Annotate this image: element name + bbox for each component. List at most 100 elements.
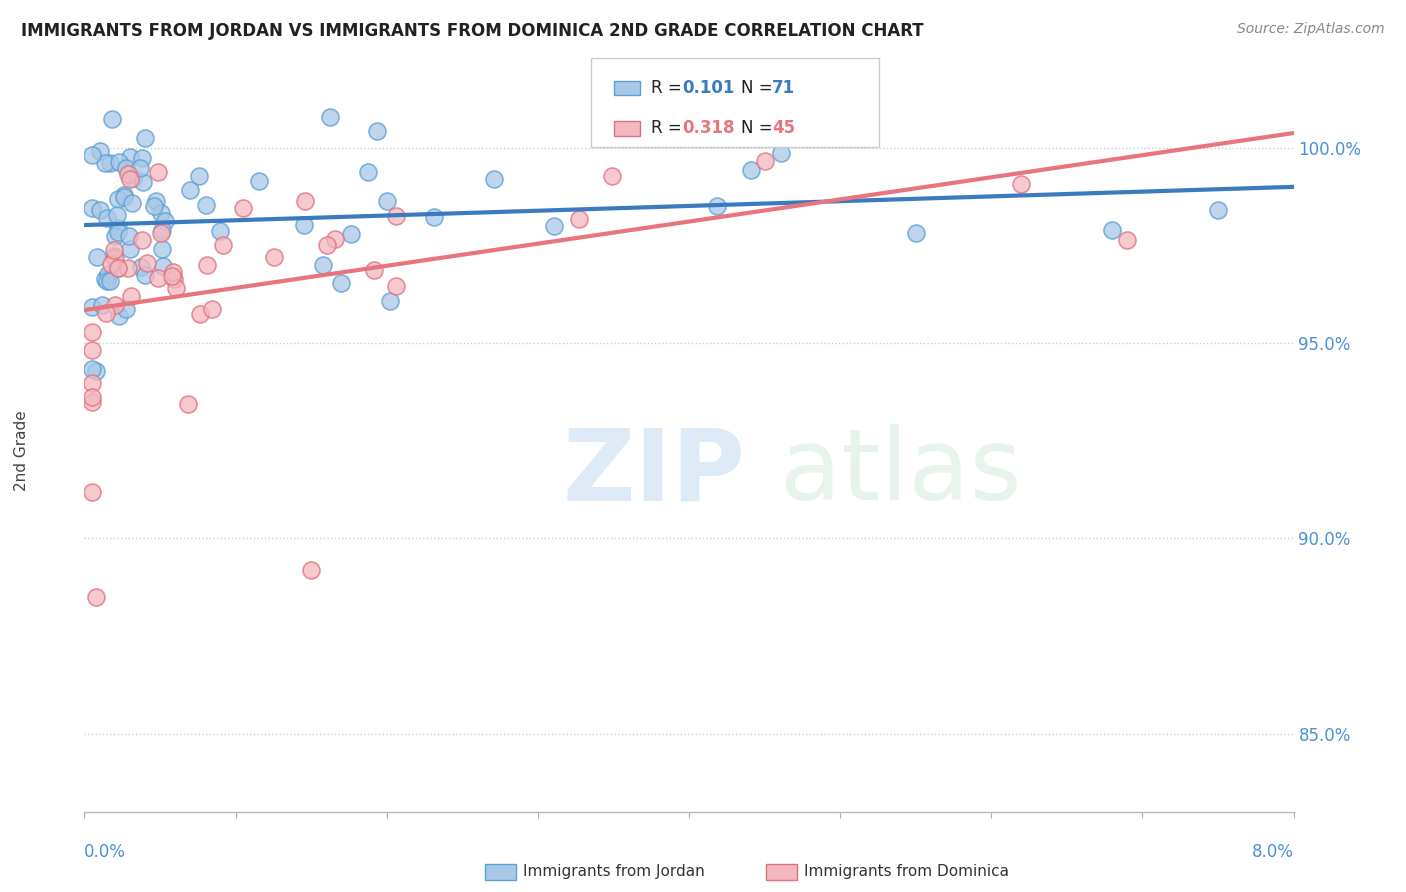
Text: ZIP: ZIP bbox=[562, 425, 745, 521]
Point bbox=[115, 302, 138, 317]
Point bbox=[294, 218, 316, 232]
Point bbox=[107, 220, 129, 235]
Point bbox=[96, 274, 118, 288]
Text: 0.0%: 0.0% bbox=[84, 843, 127, 861]
Point bbox=[904, 226, 927, 240]
Point bbox=[363, 263, 385, 277]
Text: N =: N = bbox=[741, 79, 778, 97]
Point bbox=[195, 198, 218, 212]
Point bbox=[82, 362, 104, 376]
Point bbox=[740, 163, 762, 178]
Point bbox=[319, 110, 342, 124]
Point bbox=[162, 264, 184, 278]
Point bbox=[201, 302, 224, 317]
Point bbox=[90, 298, 112, 312]
Point bbox=[706, 199, 728, 213]
Point bbox=[80, 391, 103, 405]
Point bbox=[107, 154, 129, 169]
Point bbox=[375, 194, 398, 208]
Point bbox=[134, 131, 156, 145]
Point bbox=[378, 294, 401, 309]
Point bbox=[132, 175, 155, 189]
Point bbox=[165, 281, 187, 295]
Point bbox=[93, 272, 115, 286]
Point bbox=[104, 251, 127, 265]
Point bbox=[195, 258, 218, 272]
Point bbox=[96, 211, 118, 226]
Point bbox=[84, 590, 107, 604]
Point bbox=[117, 167, 139, 181]
Point bbox=[162, 271, 184, 285]
Point bbox=[212, 238, 235, 252]
Point bbox=[118, 229, 141, 244]
Point bbox=[385, 210, 408, 224]
Point bbox=[150, 206, 173, 220]
Point bbox=[134, 268, 156, 282]
Point bbox=[131, 233, 153, 247]
Point bbox=[104, 228, 127, 243]
Point bbox=[187, 169, 209, 183]
Point bbox=[80, 147, 103, 161]
Point bbox=[145, 194, 167, 208]
Point bbox=[80, 395, 103, 409]
Point bbox=[543, 219, 565, 234]
Point bbox=[131, 151, 153, 165]
Point bbox=[150, 223, 173, 237]
Point bbox=[121, 196, 143, 211]
Point bbox=[247, 174, 270, 188]
Point bbox=[131, 260, 153, 274]
Point bbox=[384, 279, 406, 293]
Point bbox=[108, 310, 131, 324]
Point bbox=[294, 194, 316, 208]
Point bbox=[89, 144, 111, 158]
Point bbox=[177, 397, 200, 411]
Point bbox=[97, 267, 120, 281]
Point bbox=[94, 306, 117, 320]
Point bbox=[299, 563, 322, 577]
Point bbox=[112, 189, 135, 203]
Point bbox=[103, 249, 125, 263]
Point bbox=[329, 277, 352, 291]
Point bbox=[263, 251, 285, 265]
Text: 45: 45 bbox=[772, 120, 794, 137]
Text: N =: N = bbox=[741, 120, 778, 137]
Point bbox=[423, 211, 446, 225]
Point bbox=[1116, 233, 1139, 247]
Text: 8.0%: 8.0% bbox=[1251, 843, 1294, 861]
Point bbox=[754, 153, 776, 168]
Point bbox=[82, 325, 104, 339]
Point bbox=[100, 257, 122, 271]
Point bbox=[112, 187, 135, 202]
Point bbox=[80, 300, 103, 314]
Point bbox=[232, 201, 254, 215]
Point bbox=[107, 192, 129, 206]
Point bbox=[84, 364, 107, 378]
Point bbox=[146, 271, 169, 285]
Point bbox=[107, 226, 129, 240]
Point bbox=[1101, 223, 1123, 237]
Point bbox=[1011, 177, 1033, 191]
Text: Immigrants from Jordan: Immigrants from Jordan bbox=[523, 864, 704, 879]
Point bbox=[80, 484, 103, 499]
Point bbox=[118, 171, 141, 186]
Point bbox=[103, 244, 125, 258]
Text: atlas: atlas bbox=[780, 425, 1022, 521]
Text: 71: 71 bbox=[772, 79, 794, 97]
Point bbox=[104, 298, 127, 312]
Point bbox=[160, 268, 183, 283]
Point bbox=[80, 343, 103, 358]
Point bbox=[179, 184, 201, 198]
Point bbox=[105, 208, 128, 222]
Point bbox=[107, 260, 129, 275]
Point bbox=[121, 171, 143, 186]
Point bbox=[150, 227, 173, 241]
Point bbox=[98, 155, 121, 169]
Point bbox=[208, 224, 231, 238]
Text: IMMIGRANTS FROM JORDAN VS IMMIGRANTS FROM DOMINICA 2ND GRADE CORRELATION CHART: IMMIGRANTS FROM JORDAN VS IMMIGRANTS FRO… bbox=[21, 22, 924, 40]
Point bbox=[152, 260, 174, 274]
Text: R =: R = bbox=[651, 79, 688, 97]
Point bbox=[600, 169, 623, 184]
Point bbox=[188, 308, 211, 322]
Text: 0.318: 0.318 bbox=[682, 120, 734, 137]
Point bbox=[312, 258, 335, 272]
